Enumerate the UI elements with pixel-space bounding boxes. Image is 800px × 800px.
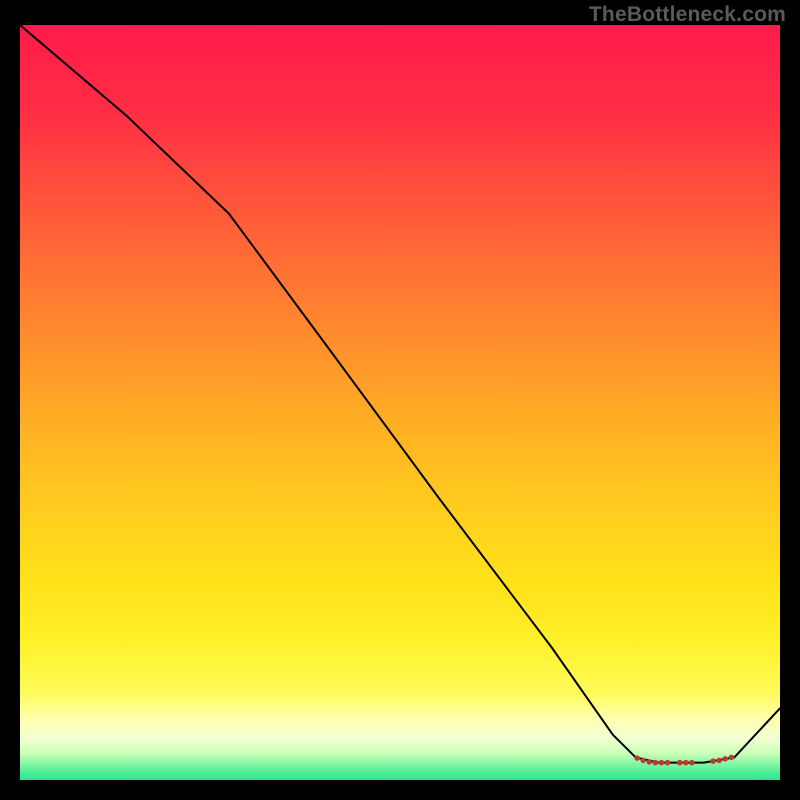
marker-valley-markers [716,758,722,764]
marker-valley-markers [689,760,695,766]
plot-area [20,25,780,780]
marker-valley-markers [683,760,689,766]
marker-valley-markers [710,758,716,764]
marker-valley-markers [677,760,683,766]
marker-valley-markers [640,758,646,764]
marker-valley-markers [665,760,671,766]
marker-valley-markers [659,760,665,766]
marker-valley-markers [723,756,729,762]
chart-svg [20,25,780,780]
chart-frame: TheBottleneck.com [0,0,800,800]
marker-valley-markers [634,755,640,761]
marker-valley-markers [647,759,653,765]
marker-valley-markers [729,755,735,761]
marker-valley-markers [653,760,659,766]
watermark-text: TheBottleneck.com [589,3,786,27]
chart-background [20,25,780,780]
